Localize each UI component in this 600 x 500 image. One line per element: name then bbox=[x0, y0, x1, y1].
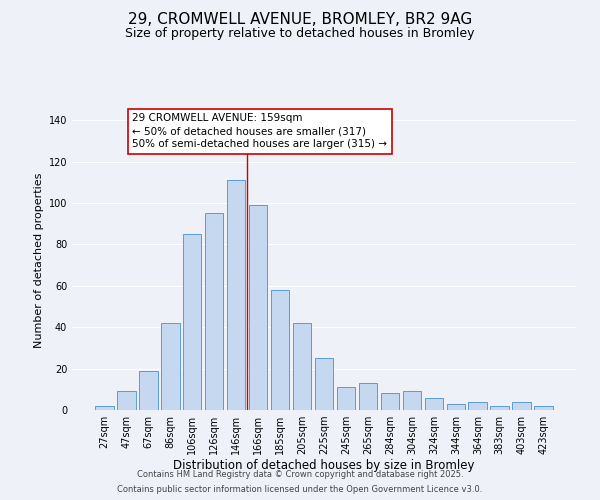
Bar bbox=[271, 290, 289, 410]
Text: Contains public sector information licensed under the Open Government Licence v3: Contains public sector information licen… bbox=[118, 485, 482, 494]
Bar bbox=[139, 370, 158, 410]
Bar bbox=[183, 234, 202, 410]
Bar bbox=[337, 387, 355, 410]
Bar bbox=[380, 394, 399, 410]
Bar bbox=[205, 214, 223, 410]
Bar bbox=[249, 205, 268, 410]
Bar bbox=[490, 406, 509, 410]
Bar bbox=[293, 323, 311, 410]
Bar bbox=[117, 392, 136, 410]
Bar bbox=[512, 402, 531, 410]
Text: Size of property relative to detached houses in Bromley: Size of property relative to detached ho… bbox=[125, 28, 475, 40]
Text: 29 CROMWELL AVENUE: 159sqm
← 50% of detached houses are smaller (317)
50% of sem: 29 CROMWELL AVENUE: 159sqm ← 50% of deta… bbox=[133, 113, 388, 150]
Bar bbox=[359, 383, 377, 410]
X-axis label: Distribution of detached houses by size in Bromley: Distribution of detached houses by size … bbox=[173, 458, 475, 471]
Bar bbox=[425, 398, 443, 410]
Bar bbox=[403, 392, 421, 410]
Bar bbox=[469, 402, 487, 410]
Bar bbox=[161, 323, 179, 410]
Bar bbox=[95, 406, 113, 410]
Text: Contains HM Land Registry data © Crown copyright and database right 2025.: Contains HM Land Registry data © Crown c… bbox=[137, 470, 463, 479]
Bar bbox=[446, 404, 465, 410]
Text: 29, CROMWELL AVENUE, BROMLEY, BR2 9AG: 29, CROMWELL AVENUE, BROMLEY, BR2 9AG bbox=[128, 12, 472, 28]
Bar bbox=[227, 180, 245, 410]
Y-axis label: Number of detached properties: Number of detached properties bbox=[34, 172, 44, 348]
Bar bbox=[314, 358, 334, 410]
Bar bbox=[535, 406, 553, 410]
